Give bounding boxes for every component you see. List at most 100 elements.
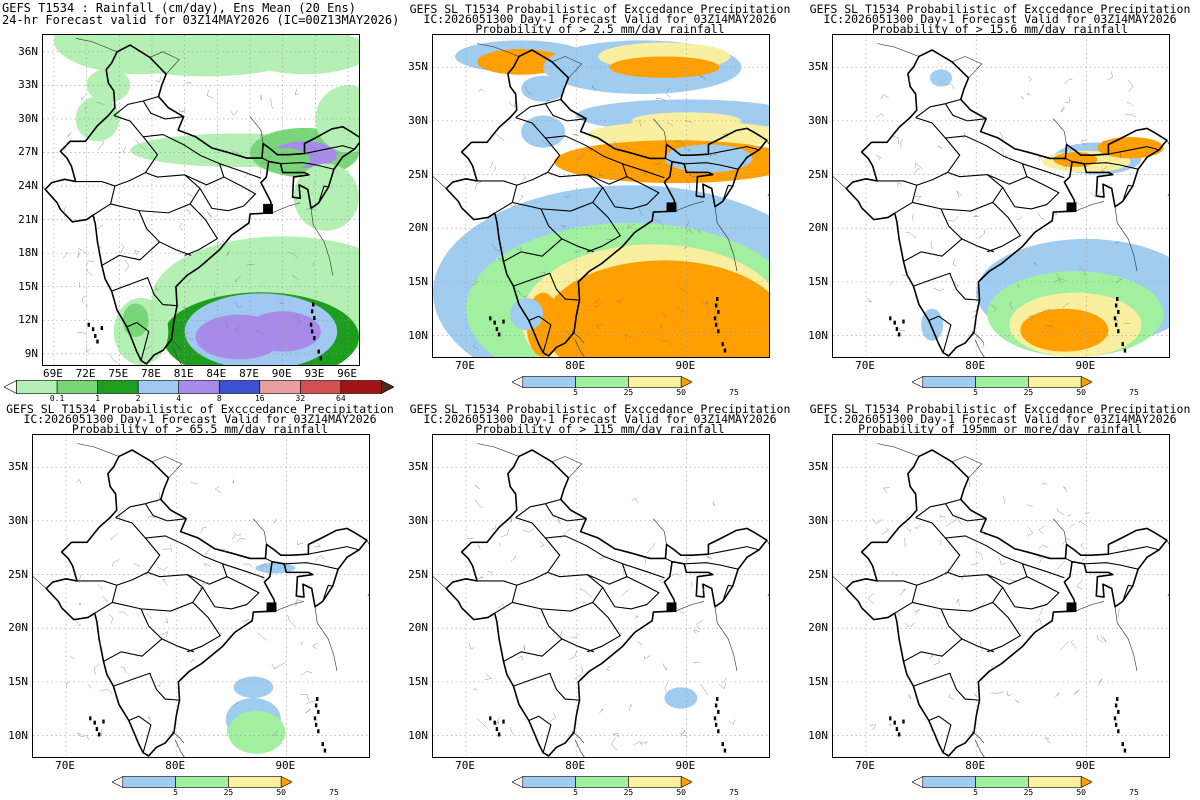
district-border-38 — [300, 694, 309, 700]
state-border-6 — [940, 208, 995, 253]
district-border-1 — [625, 145, 630, 150]
panel-title-line-1: GEFS SL T1534 Probabilistic of Exccedanc… — [809, 2, 1191, 16]
state-border-5 — [602, 176, 660, 210]
district-border-69 — [599, 557, 606, 559]
lat-tick-label: 30N — [8, 513, 28, 527]
district-border-49 — [981, 113, 984, 123]
district-border-60 — [661, 340, 673, 347]
district-border-13 — [592, 301, 602, 307]
state-border-2 — [912, 171, 1004, 212]
district-border-37 — [636, 641, 642, 646]
district-border-42 — [294, 88, 299, 96]
district-border-6 — [201, 261, 208, 266]
state-border-0 — [877, 580, 918, 614]
panel-title-line-1: GEFS SL T1534 Probabilistic of Exccedanc… — [409, 402, 791, 416]
lon-tick-label: 72E — [75, 367, 96, 380]
district-border-19 — [1063, 159, 1069, 162]
island-6 — [317, 349, 320, 354]
district-border-51 — [155, 76, 161, 83]
district-border-4 — [1069, 524, 1075, 528]
island-4 — [714, 322, 718, 327]
state-border-3 — [143, 133, 225, 186]
panel-prob-15-6mm: GEFS SL T1534 Probabilistic of Exccedanc… — [800, 0, 1200, 400]
neighbour-border-3 — [675, 601, 705, 612]
island-2 — [313, 316, 316, 321]
map-frame — [832, 434, 1170, 758]
neighbour-border-3 — [675, 201, 705, 212]
panel-prob-195mm: GEFS SL T1534 Probabilistic of Exccedanc… — [800, 400, 1200, 800]
district-border-53 — [490, 161, 494, 169]
colorbar-swatch-0 — [912, 776, 924, 788]
district-border-37 — [199, 581, 209, 590]
district-border-42 — [990, 664, 997, 669]
district-border-33 — [662, 663, 667, 671]
colorbar-tick-label: 64 — [336, 394, 346, 403]
district-border-15 — [655, 98, 666, 101]
district-border-46 — [501, 528, 509, 538]
district-border-51 — [1128, 80, 1134, 93]
rain-area-17 — [510, 297, 544, 331]
island-11 — [889, 316, 892, 321]
lat-tick-label: 10N — [8, 728, 28, 742]
district-border-11 — [572, 134, 580, 136]
lon-tick-label: 90E — [271, 367, 292, 380]
state-border-1 — [915, 517, 961, 586]
district-border-44 — [134, 250, 140, 256]
district-border-63 — [1063, 486, 1068, 493]
state-border-11 — [915, 98, 961, 119]
district-border-46 — [313, 181, 317, 184]
neighbour-border-7 — [76, 443, 120, 457]
state-border-8 — [913, 272, 980, 301]
colorbar-tick-label: 50 — [1076, 388, 1086, 397]
district-border-27 — [294, 600, 298, 607]
district-border-47 — [654, 160, 662, 165]
district-border-21 — [899, 588, 906, 596]
district-border-12 — [135, 139, 146, 151]
district-border-34 — [544, 99, 549, 104]
lon-tick-label: 87E — [239, 367, 259, 380]
state-border-7 — [503, 638, 563, 662]
district-border-53 — [905, 622, 915, 628]
district-border-39 — [297, 314, 301, 325]
district-border-50 — [75, 620, 81, 627]
district-border-8 — [100, 689, 113, 695]
district-border-6 — [882, 487, 890, 493]
rain-area-9 — [315, 85, 359, 153]
district-border-33 — [235, 301, 242, 308]
panel-title-line-1: GEFS SL T1534 Probabilistic of Exccedanc… — [809, 402, 1191, 416]
state-border-16 — [1122, 184, 1133, 202]
colorbar-tick-label: 25 — [1023, 788, 1034, 797]
state-border-11 — [515, 98, 561, 119]
district-border-61 — [1084, 511, 1090, 514]
district-border-13 — [973, 693, 978, 697]
district-border-36 — [900, 138, 904, 148]
state-border-5 — [1002, 576, 1060, 610]
district-border-67 — [880, 94, 890, 100]
district-border-34 — [1039, 607, 1043, 616]
state-border-3 — [145, 535, 228, 585]
district-border-2 — [714, 606, 718, 608]
district-border-36 — [580, 665, 583, 675]
colorbar-swatch-3 — [1028, 376, 1082, 388]
panel-title-line-3: Probability of > 115 mm/day rainfall — [475, 422, 725, 436]
district-border-31 — [260, 133, 266, 138]
island-0 — [716, 697, 719, 702]
colorbar-tick-label: 0.1 — [49, 394, 65, 403]
island-4 — [310, 329, 314, 334]
neighbour-border-0 — [253, 518, 267, 545]
district-border-24 — [1115, 277, 1122, 283]
district-border-14 — [120, 243, 124, 253]
state-border-15 — [304, 145, 355, 155]
district-border-16 — [622, 589, 629, 596]
state-border-5 — [1002, 176, 1060, 210]
state-border-11 — [113, 95, 159, 116]
state-border-12 — [944, 103, 987, 122]
district-border-12 — [684, 177, 691, 190]
state-border-12 — [142, 100, 184, 120]
district-border-48 — [1006, 691, 1012, 697]
island-8 — [893, 320, 896, 325]
district-border-51 — [634, 741, 643, 747]
rain-area-3 — [1053, 151, 1098, 168]
district-border-65 — [178, 108, 186, 112]
district-border-32 — [1009, 302, 1014, 310]
